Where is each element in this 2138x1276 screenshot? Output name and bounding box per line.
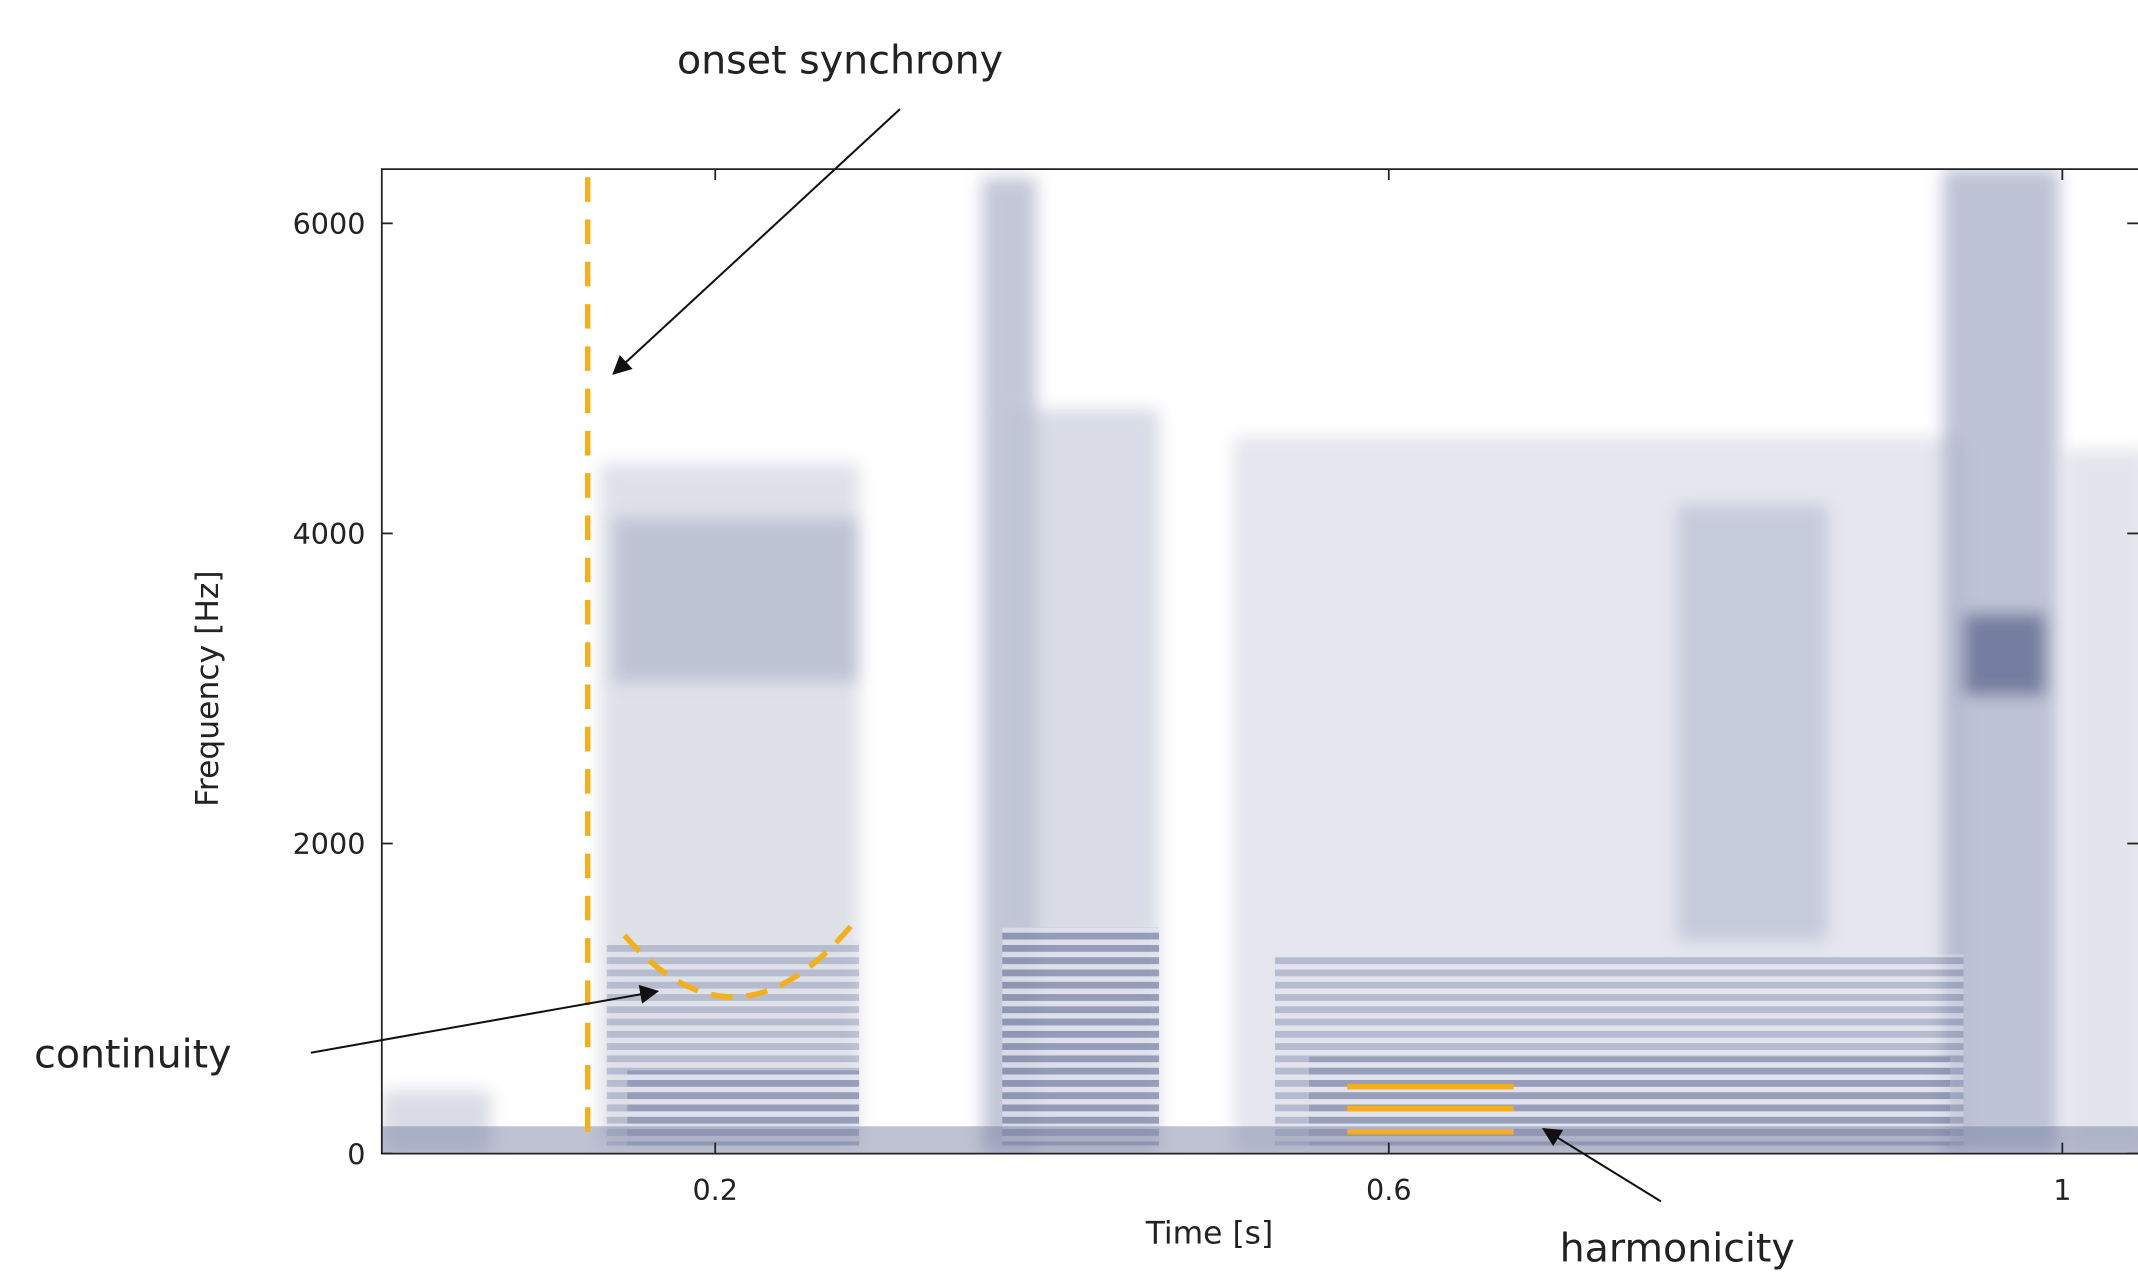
x-axis-label: Time [s]: [1145, 1216, 1274, 1252]
annotation: harmonicity: [1560, 1225, 1795, 1271]
y-tick-label: 0: [347, 1137, 365, 1171]
plot-frame: [380, 168, 2138, 1155]
arrow: [1541, 1128, 1662, 1203]
y-tick-label: 4000: [293, 517, 366, 551]
arrows: [310, 108, 1662, 1203]
arrow: [310, 984, 660, 1054]
annotation: onset synchrony: [677, 38, 1003, 84]
arrow: [612, 108, 901, 375]
axes: [380, 168, 2138, 1155]
annotation-shapes: [584, 177, 1514, 1140]
x-tick-label: 0.6: [1366, 1173, 1412, 1207]
annotation: continuity: [34, 1032, 231, 1078]
harmonic-bands: [381, 927, 2138, 1154]
y-tick-label: 2000: [293, 827, 366, 861]
x-tick-label: 1: [2053, 1173, 2071, 1207]
continuity-curve: [622, 922, 855, 1000]
plot-group: Time [s] Frequency [Hz] onset synchrony …: [34, 38, 2138, 1271]
x-tick-label: 0.2: [692, 1173, 738, 1207]
y-axis-label: Frequency [Hz]: [190, 570, 226, 806]
y-tick-label: 6000: [293, 207, 366, 241]
spectrogram-image: [381, 169, 2138, 1154]
